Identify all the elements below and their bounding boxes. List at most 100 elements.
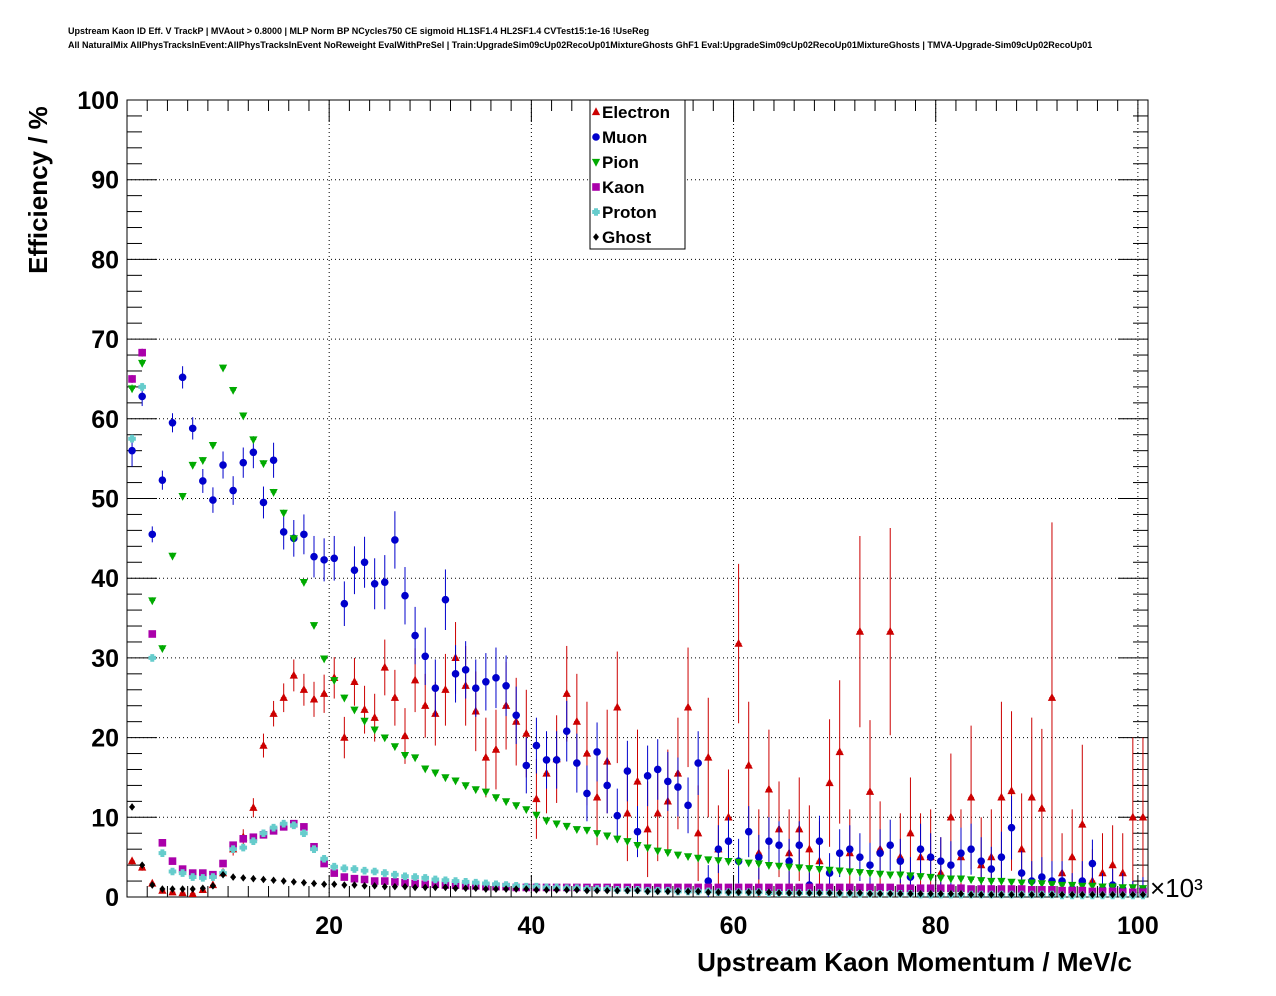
series-pion — [127, 359, 1148, 893]
data-point — [735, 888, 742, 897]
legend-entry-kaon: Kaon — [592, 178, 645, 197]
data-point — [977, 877, 986, 885]
data-point — [613, 811, 622, 820]
data-point — [816, 889, 823, 897]
data-point — [653, 847, 662, 856]
data-point — [562, 822, 571, 831]
data-point — [1108, 860, 1117, 869]
data-point — [493, 885, 499, 893]
data-point — [865, 869, 875, 878]
data-point — [482, 678, 490, 686]
data-point — [279, 693, 288, 701]
data-point — [825, 778, 834, 787]
data-point — [724, 837, 733, 846]
data-point — [523, 885, 530, 893]
data-point — [471, 786, 480, 795]
data-point — [876, 849, 884, 857]
data-point — [471, 684, 480, 692]
data-point — [401, 591, 409, 600]
data-point — [572, 716, 581, 725]
data-point — [370, 867, 379, 876]
data-point — [855, 626, 865, 635]
legend-label: Muon — [602, 128, 647, 147]
data-point — [300, 823, 308, 831]
data-point — [178, 869, 187, 877]
data-point — [1068, 852, 1077, 861]
x-tick-label: 80 — [922, 912, 950, 940]
data-point — [845, 868, 854, 877]
data-point — [947, 861, 955, 869]
data-point — [249, 803, 258, 811]
data-point — [472, 884, 479, 893]
data-point — [168, 418, 177, 427]
data-point — [269, 708, 278, 717]
data-point — [209, 496, 217, 504]
data-point — [219, 859, 227, 868]
data-point — [269, 456, 278, 465]
data-point — [1038, 890, 1045, 899]
y-tick-label: 50 — [91, 486, 119, 514]
data-point — [421, 652, 430, 661]
legend: Electron Muon Pion Kaon Proton Ghost — [589, 99, 686, 250]
data-point — [785, 857, 793, 865]
data-point — [209, 873, 217, 881]
data-point — [563, 886, 570, 894]
data-point — [614, 886, 621, 895]
data-point — [705, 888, 712, 897]
data-point — [946, 812, 956, 821]
data-point — [836, 889, 843, 897]
data-point — [633, 842, 642, 850]
data-point — [259, 829, 268, 838]
data-point — [239, 835, 248, 843]
data-point — [795, 864, 804, 873]
data-point — [1007, 823, 1016, 832]
series-layer — [127, 348, 1148, 900]
data-point — [149, 881, 156, 889]
data-point — [978, 890, 985, 899]
data-point — [643, 844, 652, 853]
data-point — [926, 873, 935, 882]
data-point — [249, 436, 258, 445]
data-point — [462, 884, 469, 893]
y-tick-label: 20 — [91, 725, 119, 753]
data-point — [198, 457, 207, 465]
data-point — [1028, 890, 1035, 899]
data-point — [158, 839, 167, 847]
data-point — [542, 756, 551, 764]
data-point — [887, 890, 894, 898]
data-point — [633, 776, 642, 785]
data-point — [289, 670, 298, 679]
data-point — [179, 885, 186, 893]
data-point — [977, 857, 986, 865]
data-point — [481, 788, 490, 797]
data-point — [775, 841, 783, 849]
data-point — [1098, 883, 1107, 892]
data-point — [896, 871, 905, 880]
data-point — [159, 885, 166, 893]
data-point — [684, 801, 692, 810]
data-point — [410, 675, 420, 684]
data-point — [290, 878, 297, 886]
data-point — [592, 830, 602, 838]
data-point — [988, 890, 995, 899]
legend-marker — [593, 233, 599, 241]
data-point — [1059, 890, 1066, 899]
data-point — [673, 851, 683, 860]
data-point — [1119, 890, 1126, 899]
data-point — [744, 859, 753, 868]
data-point — [855, 869, 865, 877]
data-point — [411, 631, 419, 640]
data-point — [1128, 884, 1137, 893]
series-muon — [128, 366, 1147, 897]
data-point — [997, 853, 1006, 861]
data-point — [250, 874, 257, 883]
data-point — [370, 579, 379, 588]
data-point — [916, 845, 925, 853]
data-point — [897, 890, 904, 898]
legend-box — [589, 99, 686, 250]
data-point — [360, 705, 369, 713]
data-point — [340, 599, 349, 608]
data-point — [582, 748, 592, 757]
data-point — [411, 873, 419, 881]
data-point — [715, 888, 722, 897]
